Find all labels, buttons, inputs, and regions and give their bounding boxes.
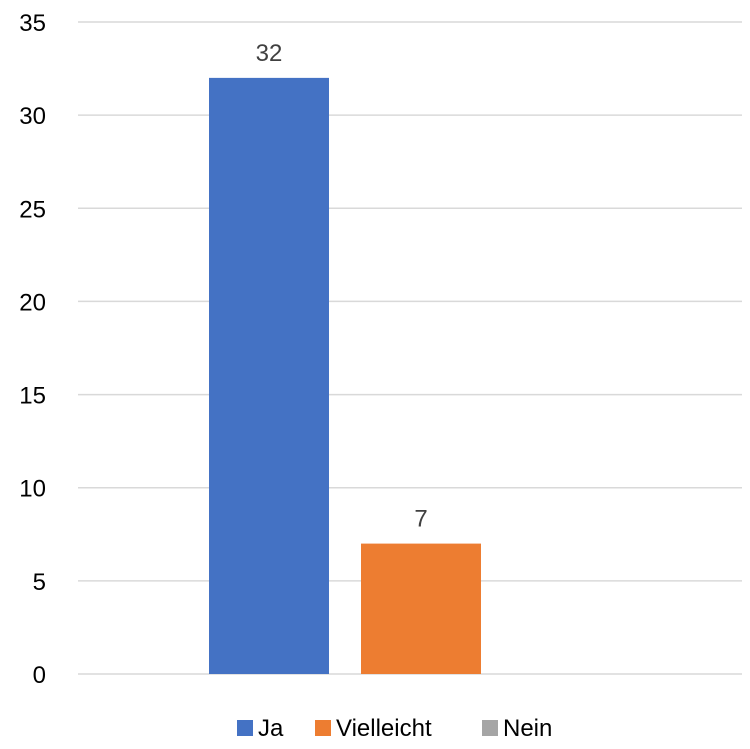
legend-label-ja: Ja: [258, 715, 284, 742]
legend-swatch-nein: [482, 720, 498, 736]
bars: [209, 78, 481, 674]
legend-label-nein: Nein: [503, 715, 552, 742]
y-axis-ticks: 0 5 10 15 20 25 30 35: [19, 10, 46, 689]
y-tick-label: 30: [19, 103, 46, 130]
y-tick-label: 20: [19, 289, 46, 316]
y-tick-label: 35: [19, 10, 46, 37]
legend-item-nein: Nein: [482, 715, 552, 742]
legend: Ja Vielleicht Nein: [237, 715, 552, 742]
legend-item-ja: Ja: [237, 715, 284, 742]
bar-ja: [209, 78, 329, 674]
data-label-vielleicht: 7: [414, 506, 427, 533]
y-tick-label: 5: [33, 569, 46, 596]
y-tick-label: 15: [19, 383, 46, 410]
y-tick-label: 0: [33, 662, 46, 689]
bar-vielleicht: [361, 544, 481, 674]
y-tick-label: 25: [19, 196, 46, 223]
y-tick-label: 10: [19, 476, 46, 503]
legend-item-vielleicht: Vielleicht: [315, 715, 432, 742]
data-label-ja: 32: [256, 40, 283, 67]
legend-label-vielleicht: Vielleicht: [336, 715, 432, 742]
legend-swatch-vielleicht: [315, 720, 331, 736]
legend-swatch-ja: [237, 720, 253, 736]
